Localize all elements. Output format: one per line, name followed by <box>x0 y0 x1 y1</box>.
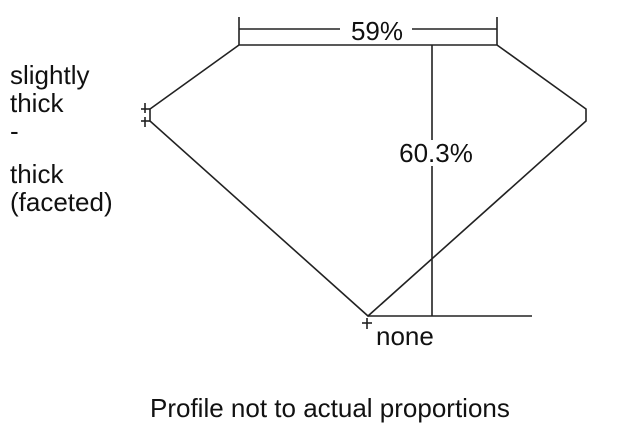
girdle-label-line: - <box>10 116 19 146</box>
girdle-label-line: thick <box>10 88 64 118</box>
table-percentage: 59% <box>351 16 403 46</box>
girdle-label: slightly thick - thick (faceted) <box>10 60 113 217</box>
diamond-outline <box>149 44 587 318</box>
girdle-label-line: thick <box>10 159 64 189</box>
girdle-label-line: slightly <box>10 60 89 90</box>
culet-marker-icon <box>362 318 372 329</box>
girdle-label-line: (faceted) <box>10 187 113 217</box>
depth-percentage: 60.3% <box>399 138 473 168</box>
girdle-marker-icon <box>141 103 150 127</box>
culet-label: none <box>376 321 434 351</box>
caption: Profile not to actual proportions <box>150 393 510 423</box>
